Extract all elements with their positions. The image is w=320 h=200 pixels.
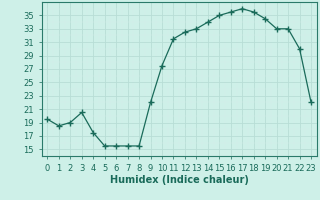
X-axis label: Humidex (Indice chaleur): Humidex (Indice chaleur) <box>110 175 249 185</box>
